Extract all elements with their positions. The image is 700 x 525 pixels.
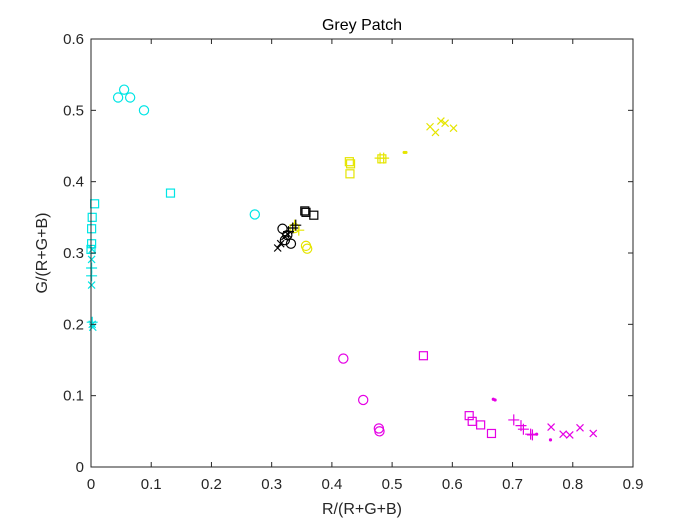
series-12	[283, 219, 302, 238]
series-15	[508, 414, 538, 441]
data-point-square	[377, 154, 387, 164]
data-point-circle	[112, 92, 124, 103]
data-point-plus	[525, 428, 537, 440]
series-17	[491, 397, 553, 442]
data-point-circle	[358, 394, 369, 406]
data-point-circle	[279, 234, 291, 246]
series-13	[338, 353, 385, 437]
series-10	[300, 206, 319, 220]
series-16	[547, 423, 598, 439]
data-point-square	[418, 351, 429, 361]
data-point-dot	[535, 432, 539, 436]
x-tick-label: 0	[87, 476, 95, 493]
y-tick-label: 0.2	[63, 316, 84, 333]
data-point-plus	[517, 423, 529, 435]
data-point-circle	[374, 426, 385, 437]
data-point-circle	[285, 238, 297, 249]
data-point-x	[88, 245, 97, 254]
data-point-circle	[301, 243, 313, 254]
data-point-square	[87, 224, 97, 234]
data-point-x	[273, 244, 282, 252]
data-point-square	[476, 420, 486, 430]
y-axis-label: G/(R+G+B)	[34, 213, 51, 294]
y-tick-label: 0.6	[63, 31, 84, 48]
x-tick-label: 0.7	[502, 476, 523, 493]
series-3	[86, 262, 98, 328]
data-points	[86, 84, 598, 442]
data-point-x	[436, 117, 445, 125]
y-tick-label: 0.5	[63, 102, 84, 119]
data-point-x	[547, 423, 556, 431]
data-point-circle	[118, 84, 130, 95]
data-point-square	[344, 157, 354, 167]
data-point-plus	[86, 316, 98, 328]
data-point-x	[276, 239, 285, 248]
y-tick-label: 0.4	[63, 174, 84, 191]
data-point-x	[449, 124, 458, 133]
x-tick-label: 0.3	[261, 476, 282, 493]
series-14	[418, 351, 497, 439]
x-tick-label: 0.2	[201, 476, 222, 493]
plot-area	[91, 39, 633, 467]
data-point-circle	[138, 105, 150, 116]
data-point-x	[589, 429, 598, 438]
series-5	[344, 154, 387, 179]
data-point-x	[441, 119, 450, 128]
data-point-x	[431, 128, 440, 137]
y-tick-label: 0	[76, 459, 84, 476]
data-point-plus	[290, 219, 302, 231]
x-tick-label: 0.1	[141, 476, 162, 493]
data-point-square	[486, 428, 497, 439]
data-point-square	[464, 411, 474, 421]
x-tick-label: 0.9	[623, 476, 644, 493]
data-point-plus	[287, 222, 299, 234]
y-tick-label: 0.1	[63, 388, 84, 405]
series-2	[87, 245, 97, 332]
data-point-circle	[124, 92, 136, 103]
x-tick-label: 0.4	[321, 476, 342, 493]
x-tick-label: 0.8	[562, 476, 583, 493]
data-point-x	[87, 281, 96, 290]
series-8	[402, 150, 408, 155]
axes: 0 0.1 0.2 0.3 0.4 0.5 0.6 0.7 0.8 0.9 0 0.1 0.2 0.3 0.…	[63, 31, 643, 493]
data-point-square	[300, 206, 310, 216]
y-tick-label: 0.3	[63, 245, 84, 262]
data-point-x	[565, 430, 574, 439]
data-point-x	[576, 423, 584, 432]
data-point-dot	[493, 398, 497, 402]
x-tick-label: 0.5	[382, 476, 403, 493]
data-point-plus	[86, 270, 98, 282]
x-tick-label: 0.6	[442, 476, 463, 493]
data-point-dot	[548, 438, 553, 442]
series-7	[426, 117, 458, 137]
chart-title: Grey Patch	[322, 17, 402, 34]
data-point-square	[309, 210, 319, 220]
x-axis-label: R/(R+G+B)	[322, 501, 402, 518]
data-point-square	[345, 159, 356, 169]
series-0	[112, 84, 261, 220]
data-point-dot	[404, 150, 408, 155]
data-point-plus	[293, 224, 305, 236]
data-point-square	[345, 169, 355, 179]
data-point-plus	[508, 414, 520, 426]
data-point-x	[87, 255, 96, 264]
data-point-square	[87, 239, 97, 249]
data-point-circle	[338, 353, 349, 364]
data-point-square	[165, 188, 176, 198]
data-point-circle	[249, 209, 261, 220]
data-point-x	[559, 430, 568, 439]
series-1	[86, 188, 176, 255]
data-point-plus	[378, 152, 390, 164]
data-point-square	[87, 212, 97, 222]
data-point-x	[88, 323, 97, 332]
